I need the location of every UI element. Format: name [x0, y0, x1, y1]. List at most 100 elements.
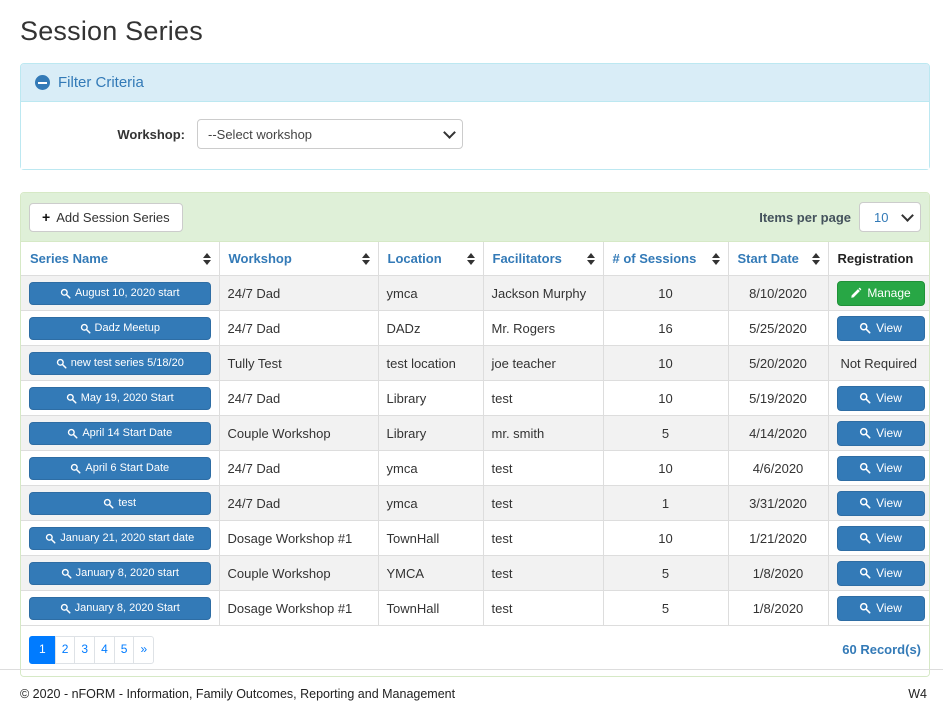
- column-header-workshop[interactable]: Workshop: [219, 242, 379, 276]
- pagination-page-5[interactable]: 5: [113, 636, 135, 664]
- sessions-cell: 16: [603, 310, 729, 346]
- sort-icon: [361, 252, 370, 265]
- series-name-label: January 8, 2020 start: [75, 567, 179, 579]
- series-name-button[interactable]: April 6 Start Date: [29, 456, 211, 480]
- items-per-page-select-wrap: 10: [859, 202, 921, 232]
- column-header-of-sessions[interactable]: # of Sessions: [603, 242, 729, 276]
- manage-button[interactable]: Manage: [836, 280, 925, 306]
- series-name-button[interactable]: January 21, 2020 start date: [29, 526, 211, 550]
- items-per-page-select[interactable]: 10: [859, 202, 921, 232]
- search-icon: [859, 427, 871, 439]
- start-date-cell: 1/8/2020: [728, 555, 829, 591]
- pencil-icon: [851, 287, 862, 298]
- view-button[interactable]: View: [836, 595, 925, 621]
- add-session-series-button[interactable]: + Add Session Series: [29, 202, 183, 232]
- series-name-button[interactable]: January 8, 2020 Start: [29, 596, 211, 620]
- start-date-cell: 5/19/2020: [728, 380, 829, 416]
- view-button[interactable]: View: [836, 385, 925, 411]
- series-name-button[interactable]: August 10, 2020 start: [29, 281, 211, 305]
- view-button[interactable]: View: [836, 455, 925, 481]
- series-name-label: August 10, 2020 start: [74, 287, 180, 299]
- page-title: Session Series: [20, 16, 203, 46]
- series-name-label: January 21, 2020 start date: [60, 532, 195, 544]
- series-name-button[interactable]: Dadz Meetup: [29, 316, 211, 340]
- minus-circle-icon[interactable]: [35, 75, 50, 90]
- sort-icon: [586, 252, 595, 265]
- footer-divider: [0, 669, 943, 670]
- series-name-button[interactable]: new test series 5/18/20: [29, 351, 211, 375]
- pagination-page-3[interactable]: 3: [74, 636, 96, 664]
- series-name-button[interactable]: test: [29, 491, 211, 515]
- start-date-cell: 4/6/2020: [728, 450, 829, 486]
- pagination-page-2[interactable]: 2: [54, 636, 76, 664]
- series-name-button[interactable]: April 14 Start Date: [29, 421, 211, 445]
- table-row: January 21, 2020 start date Dosage Worksh…: [21, 520, 929, 556]
- location-cell: ymca: [378, 275, 484, 311]
- view-button[interactable]: View: [836, 525, 925, 551]
- registration-button-label: View: [876, 391, 902, 405]
- series-name-button[interactable]: May 19, 2020 Start: [29, 386, 211, 410]
- search-icon: [68, 428, 78, 439]
- start-date-cell: 8/10/2020: [728, 275, 829, 311]
- search-icon: [859, 602, 871, 614]
- series-name-label: Dadz Meetup: [94, 322, 160, 334]
- table-row: August 10, 2020 start 24/7 Dad ymca Jackson…: [21, 275, 929, 311]
- registration-button-label: View: [876, 601, 902, 615]
- sort-icon: [466, 252, 475, 265]
- column-header-location[interactable]: Location: [378, 242, 484, 276]
- column-header-start-date[interactable]: Start Date: [728, 242, 829, 276]
- start-date-cell: 5/25/2020: [728, 310, 829, 346]
- registration-button-label: View: [876, 321, 902, 335]
- column-header-facilitators[interactable]: Facilitators: [483, 242, 604, 276]
- start-date-cell: 1/21/2020: [728, 520, 829, 556]
- sessions-cell: 10: [603, 275, 729, 311]
- sessions-cell: 5: [603, 555, 729, 591]
- search-icon: [46, 533, 56, 544]
- series-name-button[interactable]: January 8, 2020 start: [29, 561, 211, 585]
- search-icon: [859, 497, 871, 509]
- workshop-cell: Couple Workshop: [219, 415, 379, 451]
- pagination-page-4[interactable]: 4: [94, 636, 115, 664]
- sessions-cell: 10: [603, 380, 729, 416]
- column-header-label: Series Name: [30, 251, 109, 266]
- column-header-label: Registration: [837, 251, 914, 266]
- registration-button-label: Manage: [867, 286, 911, 300]
- facilitators-cell: test: [483, 590, 604, 626]
- facilitators-cell: test: [483, 380, 604, 416]
- location-cell: TownHall: [378, 590, 484, 626]
- series-name-label: May 19, 2020 Start: [80, 392, 174, 404]
- facilitators-cell: test: [483, 450, 604, 486]
- search-icon: [66, 393, 77, 404]
- location-cell: ymca: [378, 485, 484, 521]
- facilitators-cell: Jackson Murphy: [483, 275, 604, 311]
- pagination-page-1[interactable]: 1: [29, 636, 56, 664]
- pagination-next-button[interactable]: »: [133, 636, 155, 664]
- view-button[interactable]: View: [836, 490, 925, 516]
- view-button[interactable]: View: [836, 420, 925, 446]
- column-header-series-name[interactable]: Series Name: [21, 242, 220, 276]
- view-button[interactable]: View: [836, 560, 925, 586]
- column-header-label: Facilitators: [492, 251, 562, 266]
- session-series-page: Session Series Filter Criteria Workshop:…: [0, 0, 943, 677]
- start-date-cell: 1/8/2020: [728, 590, 829, 626]
- facilitators-cell: joe teacher: [483, 345, 604, 381]
- filter-panel-title: Filter Criteria: [58, 74, 144, 91]
- table-row: January 8, 2020 start Couple Workshop YMCA…: [21, 555, 929, 591]
- workshop-cell: 24/7 Dad: [219, 380, 379, 416]
- footer-copyright: © 2020 - nFORM - Information, Family Out…: [20, 687, 456, 701]
- plus-icon: +: [42, 209, 51, 225]
- sessions-cell: 5: [603, 590, 729, 626]
- registration-button-label: View: [876, 531, 902, 545]
- table-row: test 24/7 Dad ymca test 1 3/31/2020 View: [21, 485, 929, 521]
- view-button[interactable]: View: [836, 315, 925, 341]
- footer-version: W4: [908, 687, 927, 701]
- filter-panel-header[interactable]: Filter Criteria: [21, 64, 929, 102]
- table-toolbar: + Add Session Series Items per page 10: [21, 193, 929, 242]
- start-date-cell: 5/20/2020: [728, 345, 829, 381]
- series-name-label: new test series 5/18/20: [70, 357, 184, 369]
- location-cell: Library: [378, 415, 484, 451]
- location-cell: test location: [378, 345, 484, 381]
- site-footer: © 2020 - nFORM - Information, Family Out…: [0, 671, 943, 717]
- table-row: April 6 Start Date 24/7 Dad ymca test 10 4/6/…: [21, 450, 929, 486]
- workshop-select[interactable]: --Select workshop: [197, 119, 463, 149]
